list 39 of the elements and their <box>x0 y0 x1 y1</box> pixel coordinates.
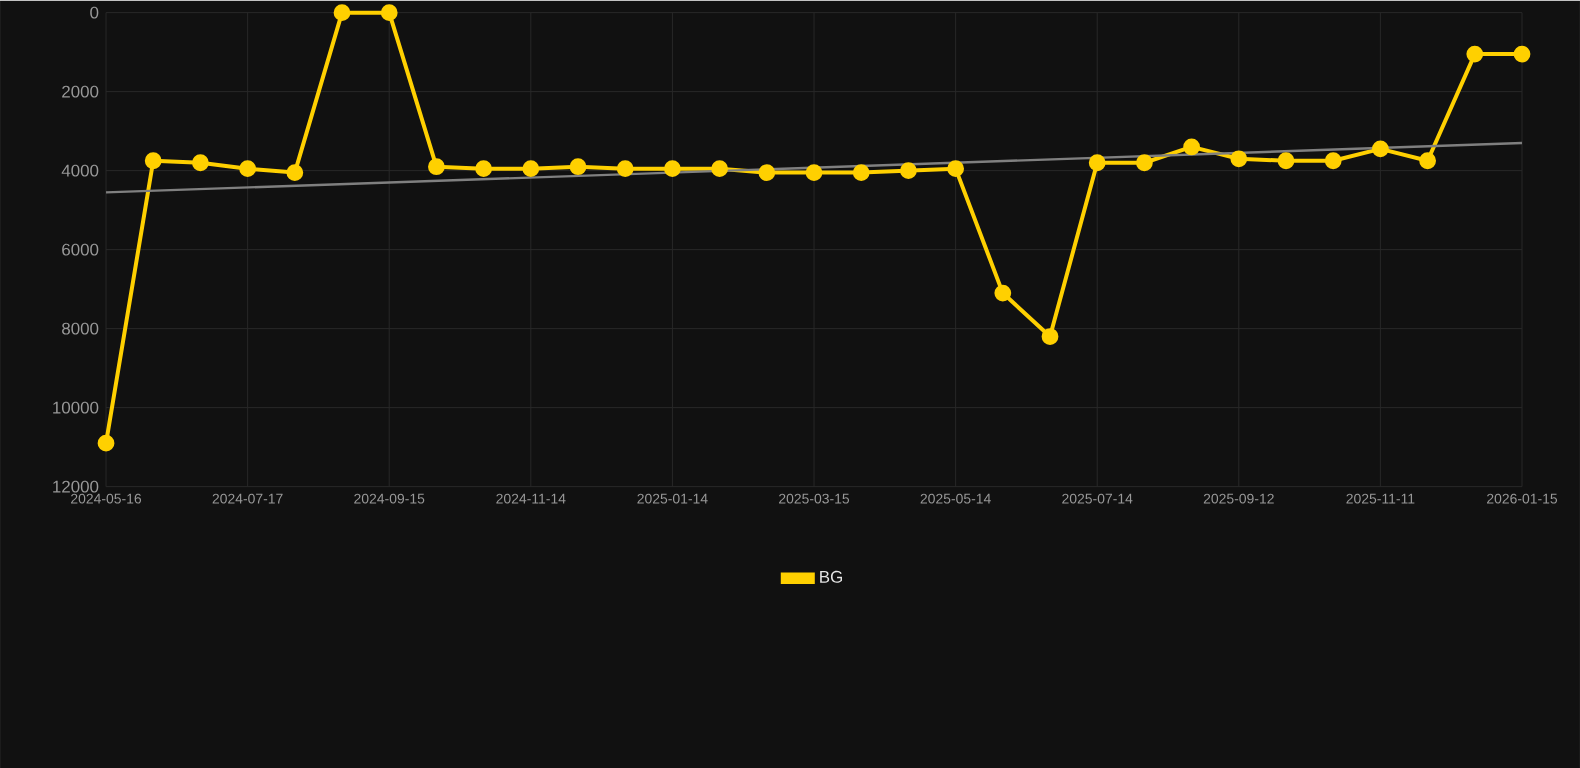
y-tick-label: 4000 <box>61 164 99 177</box>
point <box>900 161 917 179</box>
y-tick-label: 2000 <box>62 85 99 98</box>
point <box>994 284 1012 302</box>
point <box>1513 45 1531 63</box>
point <box>1136 154 1153 171</box>
point <box>522 159 540 177</box>
point <box>805 163 823 181</box>
point <box>569 157 587 175</box>
point <box>97 434 115 452</box>
legend-label: BG <box>820 570 842 583</box>
point <box>852 163 870 181</box>
point <box>1466 45 1484 63</box>
y-tick-label: 0 <box>90 6 99 19</box>
point <box>239 159 257 177</box>
point <box>192 154 209 171</box>
point <box>664 159 681 177</box>
y-tick-label: 6000 <box>62 243 99 256</box>
point <box>1419 152 1437 169</box>
point <box>711 159 729 177</box>
point <box>144 152 162 169</box>
point <box>1088 154 1106 171</box>
point <box>1372 140 1389 157</box>
point <box>758 163 776 181</box>
point <box>333 3 351 21</box>
y-tick-label: 8000 <box>62 322 99 335</box>
y-tick-label: 12000 <box>53 480 99 493</box>
point <box>1324 152 1342 169</box>
point <box>286 163 304 181</box>
point <box>475 159 493 177</box>
point <box>947 159 965 177</box>
point <box>380 3 398 21</box>
point <box>1041 327 1059 345</box>
y-tick-label: 10000 <box>53 401 99 414</box>
point <box>1277 152 1295 169</box>
point <box>616 159 634 177</box>
point <box>428 157 445 175</box>
point <box>1230 150 1248 167</box>
point <box>1183 138 1201 156</box>
